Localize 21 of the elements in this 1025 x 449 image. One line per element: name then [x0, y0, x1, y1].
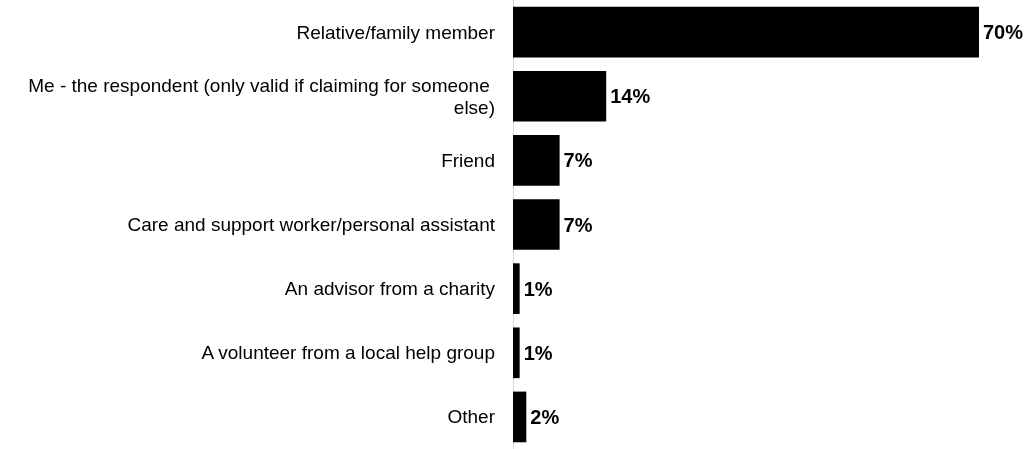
y-tick-label: Other: [447, 406, 496, 428]
bar: [513, 263, 520, 314]
y-tick-label: Me - the respondent (only valid if claiming for someone else): [28, 74, 495, 118]
bar: [513, 135, 560, 186]
bar: [513, 70, 607, 122]
data-label: 1%: [523, 277, 553, 300]
bar: [513, 199, 560, 250]
data-label: 14%: [610, 85, 651, 108]
data-label: 2%: [530, 405, 560, 428]
data-label: 7%: [563, 213, 593, 236]
y-tick-label: An advisor from a charity: [284, 278, 496, 300]
data-label: 1%: [523, 341, 553, 364]
data-label: 7%: [563, 149, 593, 172]
y-tick-label: A volunteer from a local help group: [201, 342, 495, 364]
y-tick-label: Friend: [441, 149, 495, 171]
bar: [513, 6, 979, 58]
y-tick-label: Relative/family member: [296, 21, 496, 43]
bar: [513, 391, 527, 443]
y-tick-label: Care and support worker/personal assistant: [127, 214, 496, 235]
bar: [513, 327, 520, 379]
data-label: 70%: [983, 21, 1024, 44]
